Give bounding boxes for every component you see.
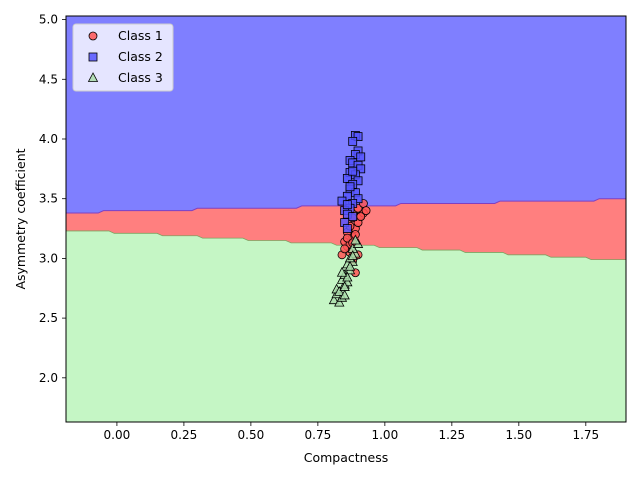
y-tick-label: 2.5: [39, 311, 58, 325]
region-class-3: [66, 230, 626, 422]
data-points: [328, 131, 371, 307]
x-tick-label: 0.75: [305, 428, 332, 442]
x-axis: 0.00 0.25 0.50 0.75 1.00 1.25 1.50 1.75: [104, 422, 599, 442]
y-tick-label: 3.0: [39, 251, 58, 265]
legend-box: [72, 23, 174, 92]
data-point: [347, 250, 358, 260]
legend-item: Class 1: [88, 28, 163, 43]
data-point: [344, 260, 356, 271]
data-point: [336, 266, 348, 277]
y-tick-label: 4.0: [39, 132, 58, 146]
legend-marker-triangle: [87, 72, 99, 82]
data-point: [356, 152, 366, 162]
data-point: [345, 182, 355, 192]
data-point: [334, 296, 345, 307]
y-axis: 2.0 2.5 3.0 3.5 4.0 4.5 5.0: [39, 13, 66, 385]
data-point: [339, 289, 350, 300]
data-point: [334, 285, 345, 296]
x-tick-label: 1.50: [505, 428, 532, 442]
legend-label: Class 2: [118, 49, 163, 64]
data-point: [348, 136, 358, 146]
data-point: [348, 166, 358, 176]
series-2: [337, 131, 366, 233]
data-point: [342, 224, 352, 233]
legend-item: Class 3: [87, 70, 163, 85]
x-tick-label: 1.00: [371, 428, 398, 442]
data-point: [350, 234, 361, 245]
series-3: [328, 234, 364, 307]
legend-marker-circle: [88, 31, 98, 41]
y-tick-label: 4.5: [39, 72, 58, 86]
y-axis-label: Asymmetry coefficient: [13, 148, 28, 289]
y-tick-label: 3.5: [39, 192, 58, 206]
data-point: [361, 206, 371, 216]
data-point: [348, 212, 358, 222]
data-point: [342, 200, 352, 210]
legend-item: Class 2: [88, 49, 163, 64]
series-1: [337, 199, 371, 278]
data-point: [340, 244, 350, 254]
decision-regions: [66, 16, 626, 422]
data-point: [353, 194, 363, 204]
x-tick-label: 0.00: [104, 428, 131, 442]
legend-label: Class 1: [118, 28, 163, 43]
region-class-2: [66, 16, 626, 214]
x-axis-label: Compactness: [304, 450, 389, 465]
x-tick-label: 0.50: [238, 428, 265, 442]
plot-frame: [65, 15, 627, 423]
legend-label: Class 3: [118, 70, 163, 85]
data-point: [353, 132, 363, 142]
x-tick-label: 1.75: [572, 428, 599, 442]
y-tick-label: 2.0: [39, 371, 58, 385]
data-point: [328, 294, 340, 305]
legend-marker-square: [88, 52, 98, 62]
data-point: [342, 271, 353, 282]
x-tick-label: 0.25: [171, 428, 198, 442]
legend: Class 1 Class 2 Class 3: [72, 23, 174, 92]
y-tick-label: 5.0: [39, 13, 58, 27]
x-tick-label: 1.25: [438, 428, 465, 442]
